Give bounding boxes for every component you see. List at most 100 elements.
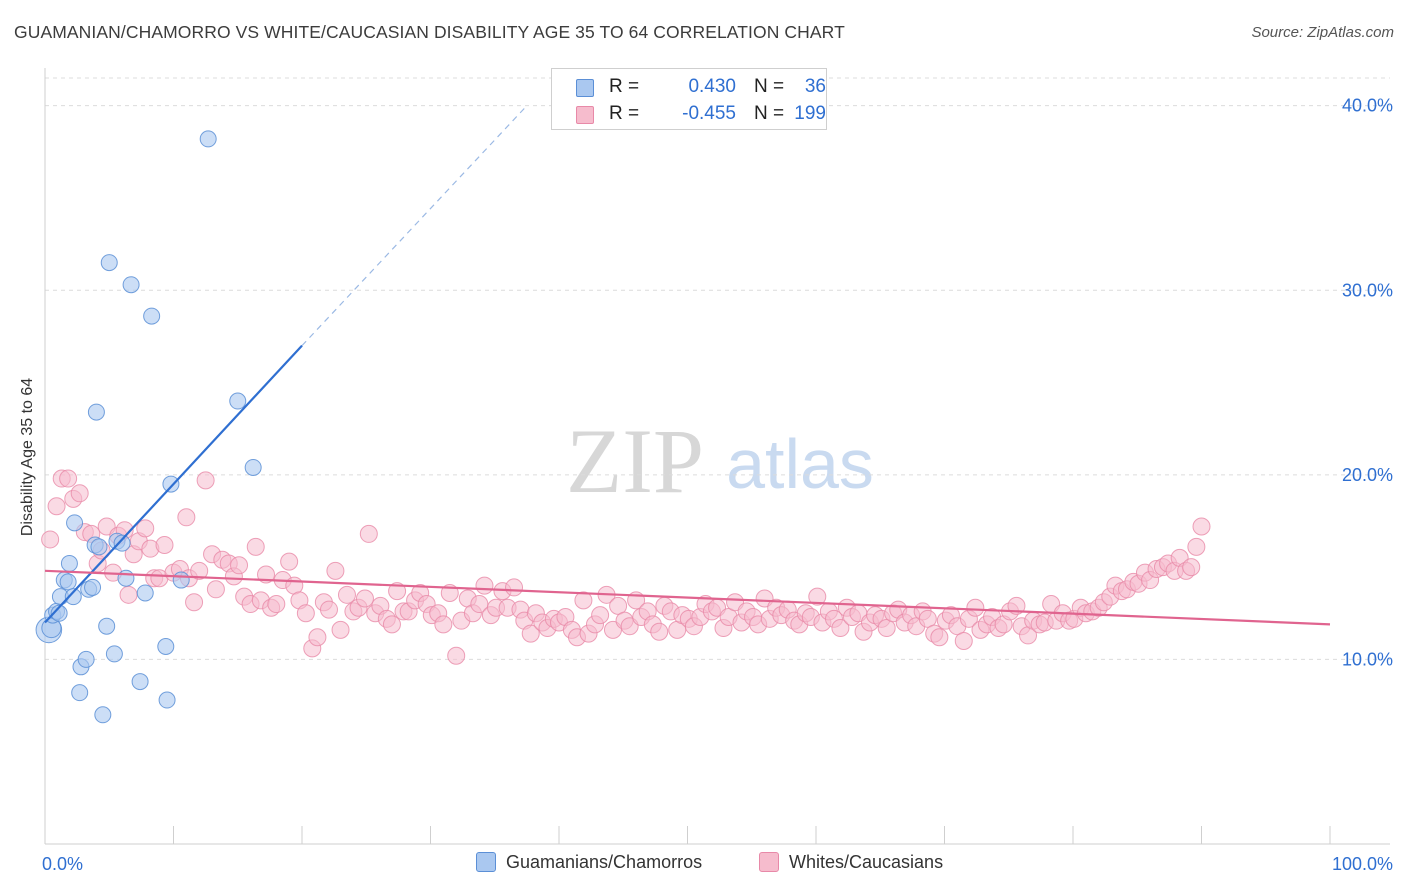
correlation-legend: R = 0.430 N = 36 R = -0.455 N = 199 <box>551 68 827 130</box>
guamanians-chamorros-point <box>59 573 77 591</box>
guamanians-chamorros-point <box>64 588 82 606</box>
y-tick-label: 40.0% <box>1342 96 1393 116</box>
whites-caucasians-point <box>359 524 378 543</box>
guamanians-chamorros-point <box>229 392 247 410</box>
whites-caucasians-point <box>521 624 540 643</box>
watermark-zip: ZIP <box>566 410 704 512</box>
whites-caucasians-point <box>296 604 315 623</box>
whites-caucasians-point <box>434 615 453 634</box>
watermark-atlas: atlas <box>726 425 874 503</box>
whites-caucasians-point <box>177 508 196 527</box>
whites-caucasians-point <box>1187 537 1206 556</box>
bottom-legend-label: Guamanians/Chamorros <box>506 852 703 872</box>
x-tick-label: 0.0% <box>42 854 83 874</box>
whites-caucasians-point <box>505 578 524 597</box>
whites-caucasians-point <box>41 530 60 549</box>
whites-caucasians-point <box>808 587 827 606</box>
whites-caucasians-point <box>591 606 610 625</box>
whites-caucasians-point <box>355 589 374 608</box>
whites-caucasians-point <box>246 537 265 556</box>
guamanians-chamorros-point <box>77 650 95 668</box>
whites-caucasians-point <box>47 497 66 516</box>
guamanians-chamorros-point <box>113 534 131 552</box>
guamanians-chamorros-point <box>105 645 123 663</box>
guamanians-chamorros-point <box>162 475 180 493</box>
guamanians-chamorros-point <box>84 578 102 596</box>
whites-caucasians-point <box>230 556 249 575</box>
whites-caucasians-point <box>331 620 350 639</box>
guamanians-trend-line <box>44 344 303 624</box>
guamanians-chamorros-point <box>94 706 112 724</box>
guamanians-chamorros-point <box>131 673 149 691</box>
whites-caucasians-point <box>650 622 669 641</box>
guamanians-chamorros-point <box>60 554 78 572</box>
guamanians-chamorros-point <box>50 604 68 622</box>
n-value: 199 <box>794 103 826 124</box>
y-tick-label: 30.0% <box>1342 280 1393 300</box>
guamanians-chamorros-point <box>87 403 105 421</box>
whites-caucasians-point <box>475 576 494 595</box>
blue-swatch <box>576 79 594 97</box>
watermark: ZIP atlas <box>566 410 874 512</box>
pink-swatch <box>576 106 594 124</box>
whites-caucasians-point <box>337 585 356 604</box>
whites-caucasians-point <box>1182 558 1201 577</box>
whites-caucasians-point <box>966 598 985 617</box>
guamanians-chamorros-point <box>199 130 217 148</box>
whites-caucasians-point <box>382 615 401 634</box>
whites-caucasians-point <box>388 582 407 601</box>
whites-caucasians-point <box>119 585 138 604</box>
whites-caucasians-point <box>574 591 593 610</box>
guamanians-chamorros-point <box>122 276 140 294</box>
guamanians-chamorros-point <box>98 617 116 635</box>
n-label: N = <box>754 103 785 124</box>
whites-caucasians-point <box>831 619 850 638</box>
whites-caucasians-point <box>930 628 949 647</box>
y-tick-label: 10.0% <box>1342 649 1393 669</box>
whites-caucasians-point <box>308 628 327 647</box>
whites-caucasians-point <box>280 552 299 571</box>
whites-caucasians-point <box>447 646 466 665</box>
guamanians-chamorros-point <box>90 538 108 556</box>
whites-trend-line <box>44 569 1331 626</box>
r-label: R = <box>609 103 640 124</box>
whites-caucasians-point <box>185 593 204 612</box>
y-tick-label: 20.0% <box>1342 465 1393 485</box>
chart-title: GUAMANIAN/CHAMORRO VS WHITE/CAUCASIAN DI… <box>14 22 845 42</box>
guamanians-chamorros-point <box>136 584 154 602</box>
blue-legend-swatch <box>476 852 496 872</box>
whites-caucasians-point <box>59 469 78 488</box>
guamanians-chamorros-point <box>66 514 84 532</box>
whites-caucasians-point <box>70 484 89 503</box>
source-label: Source: ZipAtlas.com <box>1251 24 1394 41</box>
bottom-legend-whites: Whites/Caucasians <box>759 852 943 873</box>
guamanians-chamorros-point <box>143 307 161 325</box>
n-value: 36 <box>804 76 826 97</box>
axes <box>44 68 1390 845</box>
whites-caucasians-point <box>267 595 286 614</box>
whites-caucasians-point <box>954 631 973 650</box>
guamanians-trend-extension <box>301 105 528 347</box>
whites-caucasians-point <box>206 580 225 599</box>
whites-caucasians-point <box>190 561 209 580</box>
guamanians-chamorros-point <box>100 254 118 272</box>
whites-caucasians-points <box>41 469 1211 665</box>
r-label: R = <box>609 76 640 97</box>
r-value: 0.430 <box>688 76 736 97</box>
whites-caucasians-point <box>1192 517 1211 536</box>
pink-legend-swatch <box>759 852 779 872</box>
guamanians-chamorros-point <box>157 638 175 656</box>
bottom-legend-guamanians: Guamanians/Chamorros <box>476 852 702 873</box>
guamanians-chamorros-point <box>71 684 89 702</box>
trend-lines <box>44 105 1331 626</box>
whites-caucasians-point <box>196 471 215 490</box>
n-label: N = <box>754 76 785 97</box>
whites-caucasians-point <box>326 561 345 580</box>
guamanians-chamorros-point <box>117 569 135 587</box>
guamanians-chamorros-point <box>158 691 176 709</box>
guamanians-chamorros-point <box>244 458 262 476</box>
guamanians-chamorros-point <box>172 571 190 589</box>
x-tick-label: 100.0% <box>1332 854 1393 874</box>
r-value: -0.455 <box>682 103 736 124</box>
